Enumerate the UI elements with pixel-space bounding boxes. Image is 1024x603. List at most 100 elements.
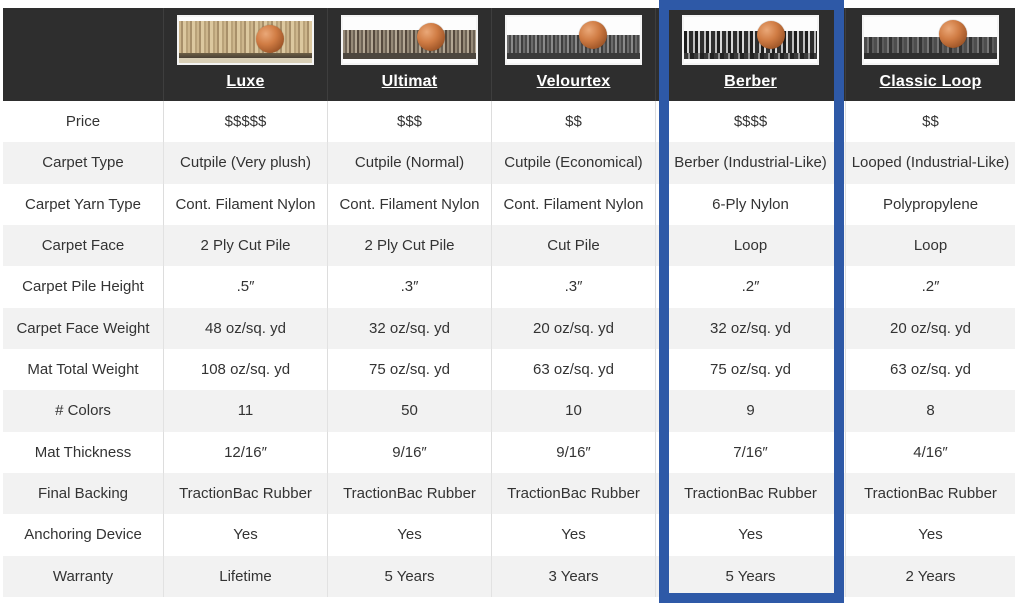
value-cell: TractionBac Rubber <box>491 472 655 515</box>
value-cell: $$ <box>491 101 655 143</box>
value-cell: $$$$ <box>655 101 845 143</box>
value-cell: 32 oz/sq. yd <box>327 307 491 349</box>
ultimat-carpet-photo <box>341 15 478 65</box>
value-cell: Cont. Filament Nylon <box>163 183 327 225</box>
carpet-pile-texture <box>343 30 476 53</box>
value-cell: 8 <box>845 390 1015 432</box>
product-header-luxe: Luxe <box>163 8 327 101</box>
value-cell: 5 Years <box>327 555 491 597</box>
value-cell: 9/16″ <box>491 431 655 473</box>
value-cell: 50 <box>327 390 491 432</box>
value-cell: 7/16″ <box>655 431 845 473</box>
carpet-pile-texture <box>864 37 997 53</box>
table-row: Final Backing TractionBac Rubber TractionB… <box>3 472 1015 515</box>
row-label: Carpet Pile Height <box>3 266 163 308</box>
table-body: Price $$$$$ $$$ $$ $$$$ $$ Carpet Type Cutpile … <box>3 101 1015 597</box>
value-cell: Yes <box>163 514 327 556</box>
value-cell: Looped (Industrial-Like) <box>845 142 1015 184</box>
penny-icon <box>939 20 967 48</box>
table-row: Carpet Type Cutpile (Very plush) Cutpile (… <box>3 142 1015 184</box>
header-corner-cell <box>3 8 163 101</box>
table-row: Carpet Face Weight 48 oz/sq. yd 32 oz/sq. … <box>3 307 1015 349</box>
table-row: Mat Thickness 12/16″ 9/16″ 9/16″ 7/16″ 4/16″ <box>3 431 1015 473</box>
value-cell: 20 oz/sq. yd <box>491 307 655 349</box>
value-cell: Yes <box>655 514 845 556</box>
table-row: Carpet Yarn Type Cont. Filament Nylon Cont… <box>3 183 1015 225</box>
value-cell: .5″ <box>163 266 327 308</box>
value-cell: .3″ <box>491 266 655 308</box>
value-cell: 3 Years <box>491 555 655 597</box>
product-link-classic-loop[interactable]: Classic Loop <box>879 73 982 90</box>
velourtex-carpet-photo <box>505 15 642 65</box>
value-cell: 5 Years <box>655 555 845 597</box>
row-label: Final Backing <box>3 472 163 515</box>
value-cell: Loop <box>655 224 845 267</box>
table-row: Price $$$$$ $$$ $$ $$$$ $$ <box>3 101 1015 143</box>
table-header-row: Luxe Ultimat Velourtex <box>3 8 1015 101</box>
value-cell: 48 oz/sq. yd <box>163 307 327 349</box>
value-cell: 11 <box>163 390 327 432</box>
carpet-pile-texture <box>507 35 640 53</box>
penny-icon <box>256 25 284 53</box>
value-cell: 9 <box>655 390 845 432</box>
value-cell: 63 oz/sq. yd <box>491 348 655 391</box>
value-cell: 32 oz/sq. yd <box>655 307 845 349</box>
value-cell: Loop <box>845 224 1015 267</box>
value-cell: TractionBac Rubber <box>655 472 845 515</box>
table-row: Anchoring Device Yes Yes Yes Yes Yes <box>3 514 1015 556</box>
luxe-carpet-photo <box>177 15 314 65</box>
value-cell: .2″ <box>655 266 845 308</box>
value-cell: 75 oz/sq. yd <box>655 348 845 391</box>
product-link-velourtex[interactable]: Velourtex <box>536 73 611 90</box>
product-comparison-table: Luxe Ultimat Velourtex <box>3 8 1015 597</box>
product-link-ultimat[interactable]: Ultimat <box>381 73 438 90</box>
row-label: Carpet Face Weight <box>3 307 163 349</box>
carpet-backing <box>864 53 997 59</box>
value-cell: .2″ <box>845 266 1015 308</box>
penny-icon <box>417 23 445 51</box>
value-cell: Cont. Filament Nylon <box>491 183 655 225</box>
row-label: # Colors <box>3 390 163 432</box>
carpet-backing <box>343 53 476 59</box>
value-cell: Yes <box>845 514 1015 556</box>
product-header-velourtex: Velourtex <box>491 8 655 101</box>
value-cell: 63 oz/sq. yd <box>845 348 1015 391</box>
value-cell: Berber (Industrial-Like) <box>655 142 845 184</box>
row-label: Carpet Face <box>3 224 163 267</box>
value-cell: TractionBac Rubber <box>327 472 491 515</box>
value-cell: Cutpile (Economical) <box>491 142 655 184</box>
value-cell: Cut Pile <box>491 224 655 267</box>
value-cell: $$$$$ <box>163 101 327 143</box>
value-cell: Cutpile (Normal) <box>327 142 491 184</box>
value-cell: 10 <box>491 390 655 432</box>
value-cell: 2 Ply Cut Pile <box>327 224 491 267</box>
value-cell: Yes <box>327 514 491 556</box>
value-cell: Polypropylene <box>845 183 1015 225</box>
product-header-berber: Berber <box>655 8 845 101</box>
row-label: Carpet Yarn Type <box>3 183 163 225</box>
value-cell: 12/16″ <box>163 431 327 473</box>
table-row: Carpet Face 2 Ply Cut Pile 2 Ply Cut Pile C… <box>3 224 1015 267</box>
carpet-backing <box>507 53 640 59</box>
classic-loop-carpet-photo <box>862 15 999 65</box>
row-label: Warranty <box>3 555 163 597</box>
value-cell: 2 Ply Cut Pile <box>163 224 327 267</box>
product-link-berber[interactable]: Berber <box>724 73 777 90</box>
product-link-luxe[interactable]: Luxe <box>226 73 265 90</box>
value-cell: 4/16″ <box>845 431 1015 473</box>
value-cell: TractionBac Rubber <box>845 472 1015 515</box>
value-cell: Cutpile (Very plush) <box>163 142 327 184</box>
value-cell: 9/16″ <box>327 431 491 473</box>
product-header-classic-loop: Classic Loop <box>845 8 1015 101</box>
row-label: Anchoring Device <box>3 514 163 556</box>
value-cell: Cont. Filament Nylon <box>327 183 491 225</box>
table-row: Mat Total Weight 108 oz/sq. yd 75 oz/sq. y… <box>3 348 1015 391</box>
value-cell: TractionBac Rubber <box>163 472 327 515</box>
value-cell: Yes <box>491 514 655 556</box>
carpet-backing <box>684 53 817 59</box>
value-cell: 20 oz/sq. yd <box>845 307 1015 349</box>
product-header-ultimat: Ultimat <box>327 8 491 101</box>
penny-icon <box>757 21 785 49</box>
row-label: Mat Total Weight <box>3 348 163 391</box>
